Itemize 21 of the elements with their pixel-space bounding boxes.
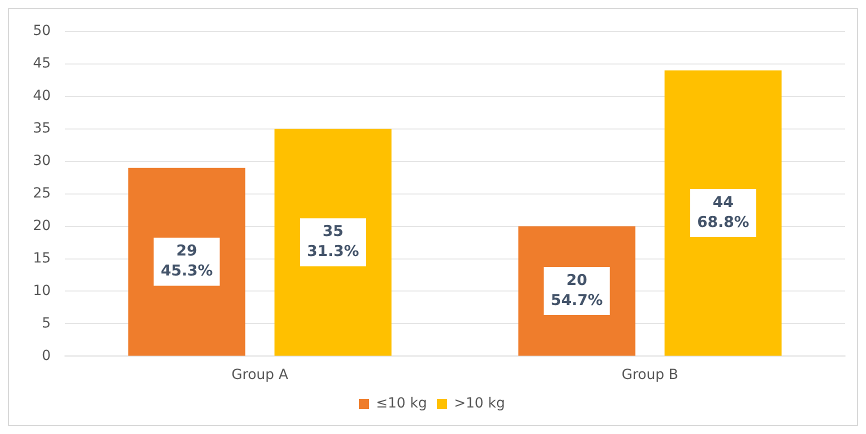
legend-label: >10 kg [454, 396, 505, 412]
y-tick-label: 25 [32, 185, 51, 202]
y-tick-label: 0 [42, 348, 51, 364]
data-label: 35 31.3% [306, 222, 360, 260]
bar [664, 70, 782, 356]
y-tick-label: 5 [42, 315, 51, 332]
y-tick-label: 40 [32, 88, 51, 104]
x-tick-label: Group B [622, 367, 678, 384]
x-tick-label: Group A [232, 367, 289, 384]
bar [274, 128, 392, 356]
y-tick-label: 10 [32, 282, 51, 299]
y-tick-label: 15 [32, 250, 51, 266]
data-label: 44 68.8% [697, 192, 750, 231]
data-label: 20 54.7% [550, 270, 603, 309]
y-tick-label: 35 [32, 120, 51, 136]
y-tick-label: 50 [32, 23, 51, 40]
data-label: 29 45.3% [160, 242, 213, 280]
y-tick-label: 20 [32, 218, 51, 234]
legend-label: ≤10 kg [376, 396, 428, 412]
y-tick-label: 30 [32, 152, 51, 169]
y-tick-label: 45 [32, 56, 51, 72]
